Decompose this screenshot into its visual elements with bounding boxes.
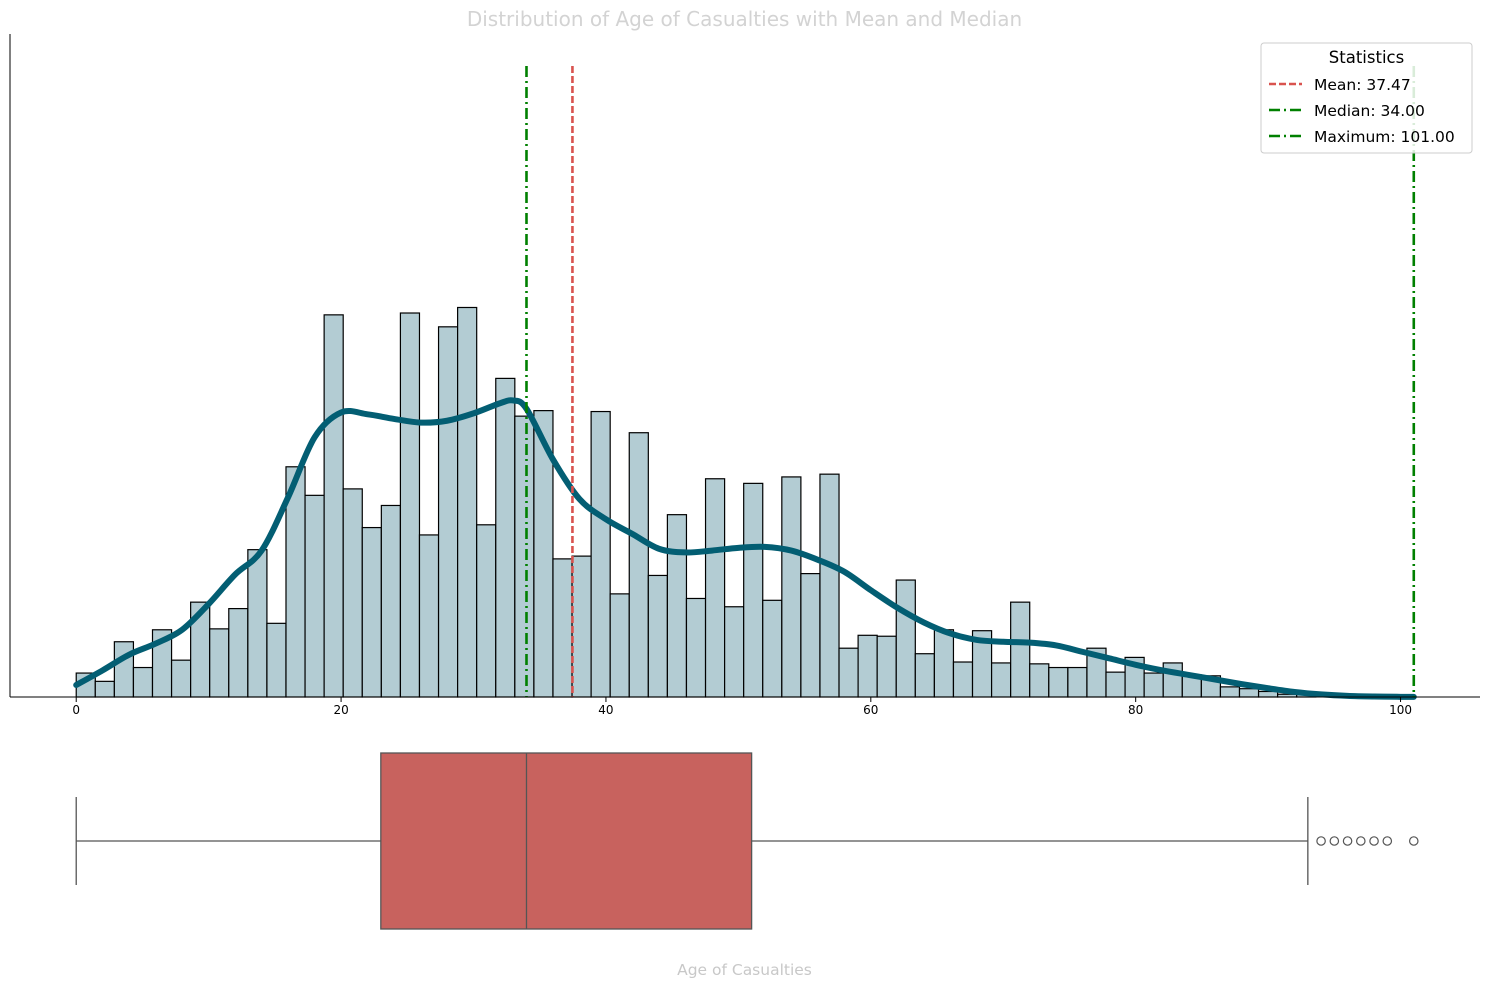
histogram-bar [1238, 688, 1260, 698]
x-tick-label: 80 [1128, 703, 1143, 717]
histogram-bar [628, 432, 649, 698]
histogram-bar [647, 574, 668, 698]
boxplot-outlier [1342, 836, 1353, 846]
histogram-bar [781, 476, 802, 698]
boxplot-outlier [1408, 836, 1419, 846]
x-tick-label: 100 [1389, 703, 1412, 717]
histogram-bar [895, 579, 916, 698]
legend-title: Statistics [1329, 48, 1404, 67]
kde-line [73, 397, 1417, 700]
legend-entry-label: Mean: 37.47 [1314, 76, 1411, 94]
x-tick-label: 40 [598, 703, 613, 717]
histogram-bar [342, 488, 363, 698]
histogram-bar [571, 555, 592, 698]
histogram-bar [838, 647, 859, 698]
boxplot-outlier [1382, 836, 1393, 846]
histogram-bar [990, 662, 1012, 698]
chart-title: Distribution of Age of Casualties with M… [467, 7, 1022, 31]
histogram-bar [323, 314, 344, 698]
histogram-bar [857, 634, 878, 698]
histogram-bar [1010, 601, 1031, 698]
x-axis-label: Age of Casualties [677, 961, 812, 979]
histogram-bar [743, 482, 764, 698]
histogram-bar [952, 661, 974, 698]
histogram-bar [132, 666, 154, 698]
histogram-bar [1143, 672, 1164, 698]
x-tick-label: 20 [333, 703, 348, 717]
histogram-bar [933, 629, 955, 698]
histogram-bar [666, 514, 688, 698]
histogram-panel: 0 20 40 60 80 100 Statistics Mean: 37.47 Median:… [9, 34, 1480, 717]
boxplot-box [380, 752, 753, 930]
boxplot-outlier [1369, 836, 1379, 846]
histogram-bar [495, 377, 516, 698]
histogram-bar [304, 494, 325, 698]
histogram-bar [685, 597, 707, 698]
histogram-bar [418, 534, 440, 698]
histogram-bar [247, 549, 268, 698]
histogram-bar [876, 635, 897, 698]
histogram-bar [228, 607, 249, 698]
histogram-bar [209, 628, 230, 698]
histogram-bar [266, 622, 287, 698]
boxplot-outlier [1356, 836, 1366, 846]
boxplot-outlier [1329, 836, 1340, 846]
histogram-bar [1105, 671, 1126, 698]
legend: Statistics Mean: 37.47 Median: 34.00 Maximu… [1260, 42, 1473, 154]
histogram-bar [724, 606, 745, 698]
boxplot-outlier [1316, 836, 1326, 846]
histogram-bar [514, 415, 535, 698]
histogram-bar [170, 659, 192, 698]
legend-entry-label: Maximum: 101.00 [1314, 128, 1455, 146]
histogram-bar [1257, 690, 1279, 698]
legend-box [1260, 42, 1473, 154]
histogram-bar [800, 573, 821, 698]
histogram-bar [94, 680, 115, 698]
boxplot-panel [75, 752, 1419, 930]
histogram-bar [399, 312, 421, 698]
histogram-bar [113, 641, 135, 698]
histogram-bar [1048, 666, 1069, 698]
histogram-bar [609, 593, 630, 698]
histogram-bar [914, 653, 935, 698]
histogram-bar [762, 599, 783, 698]
histogram-bar [1029, 663, 1050, 698]
histogram-bar [380, 504, 402, 698]
histogram-bar [1067, 666, 1088, 698]
histogram-bar [457, 306, 478, 698]
histogram-bar [361, 526, 382, 698]
histogram-bar [704, 478, 726, 698]
legend-entry-label: Median: 34.00 [1314, 102, 1425, 120]
histogram-bar [437, 326, 459, 698]
histogram-bar [590, 410, 611, 698]
x-tick-label: 60 [863, 703, 878, 717]
histogram-bar [552, 558, 573, 698]
histogram-bar [819, 473, 840, 698]
histogram-bar [1219, 686, 1241, 698]
histogram-bar [476, 524, 497, 698]
x-tick-label: 0 [72, 703, 80, 717]
